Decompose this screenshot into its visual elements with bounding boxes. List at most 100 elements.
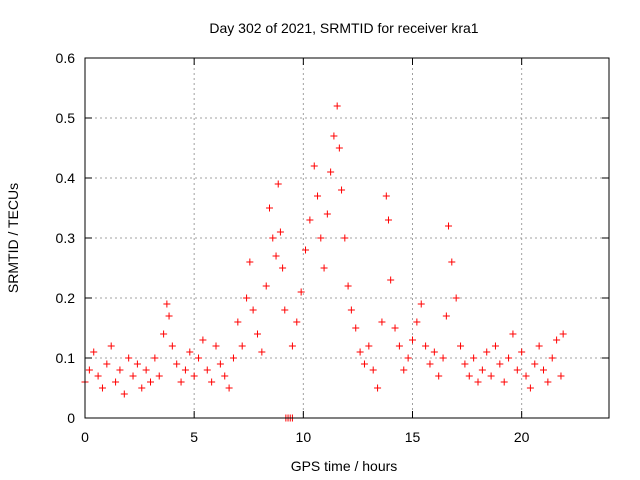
data-point [190,372,198,380]
data-point [505,354,513,362]
data-point [258,348,266,356]
data-point [323,210,331,218]
data-point [544,378,552,386]
data-point [125,354,133,362]
y-tick-label: 0.1 [56,350,76,366]
data-point [338,186,346,194]
data-point [129,372,137,380]
y-tick-label: 0.6 [56,50,76,66]
data-point [221,372,229,380]
data-point [496,360,504,368]
data-point [272,252,280,260]
data-point [246,258,254,266]
data-point [293,318,301,326]
data-point [448,258,456,266]
data-point [120,390,128,398]
data-point [327,168,335,176]
data-point [133,360,141,368]
data-point [225,384,233,392]
data-point [320,264,328,272]
data-point [216,360,224,368]
data-point [173,360,181,368]
data-point [195,354,203,362]
data-point [395,342,403,350]
data-point [186,348,194,356]
data-point [409,336,416,344]
data-point [470,354,478,362]
data-point [526,384,534,392]
data-point [461,360,469,368]
data-point [365,342,373,350]
data-point [384,216,392,224]
y-tick-label: 0.4 [56,170,76,186]
data-point [306,216,314,224]
data-point [391,324,399,332]
data-point [288,342,296,350]
data-point [330,132,338,140]
data-point [344,282,352,290]
data-point [262,282,270,290]
data-point [483,348,491,356]
data-point [382,192,390,200]
data-point [314,192,322,200]
data-point [203,366,211,374]
data-point [199,336,207,344]
data-point [155,372,163,380]
data-point [297,288,305,296]
data-point [487,372,495,380]
data-point [417,300,425,308]
data-point [341,234,349,242]
data-point [352,324,360,332]
data-point [94,372,102,380]
data-point [276,228,284,236]
data-point [445,222,453,230]
data-point [142,366,150,374]
data-point [356,348,364,356]
data-point [163,300,171,308]
data-point [400,366,408,374]
data-point [90,348,98,356]
data-point [548,354,556,362]
data-point [265,204,273,212]
grid-lines [85,58,609,418]
data-point [513,366,521,374]
data-point [279,264,287,272]
data-point [404,354,412,362]
data-point [249,306,257,314]
x-tick-label: 15 [405,429,421,445]
data-point [107,342,115,350]
data-point [478,366,486,374]
data-point [165,312,173,320]
y-tick-label: 0 [67,410,75,426]
data-point [229,354,237,362]
data-point [151,354,159,362]
x-tick-label: 10 [296,429,312,445]
x-axis-label: GPS time / hours [291,458,398,474]
data-point [374,384,382,392]
data-point [302,246,310,254]
data-point [509,330,517,338]
data-point [85,366,93,374]
data-point [387,276,395,284]
x-tick-label: 0 [81,429,89,445]
data-point [442,312,450,320]
data-point [500,378,508,386]
data-point [540,366,547,374]
x-tick-label: 5 [190,429,198,445]
data-point [103,360,111,368]
y-tick-label: 0.5 [56,110,76,126]
data-point [269,234,277,242]
data-point [378,318,386,326]
data-point [212,342,220,350]
data-point [531,360,539,368]
data-point [181,366,189,374]
data-point [208,378,216,386]
data-point [435,372,443,380]
data-point [452,294,460,302]
data-point [310,162,318,170]
data-point [518,348,526,356]
data-point [138,384,146,392]
data-point [112,378,120,386]
